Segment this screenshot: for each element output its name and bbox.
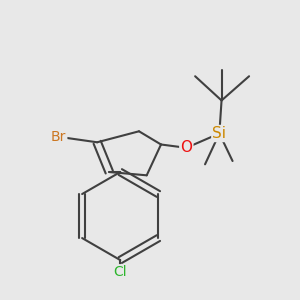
Text: Si: Si	[212, 126, 226, 141]
Text: Cl: Cl	[113, 265, 127, 279]
Text: O: O	[180, 140, 192, 155]
Text: Br: Br	[51, 130, 66, 144]
